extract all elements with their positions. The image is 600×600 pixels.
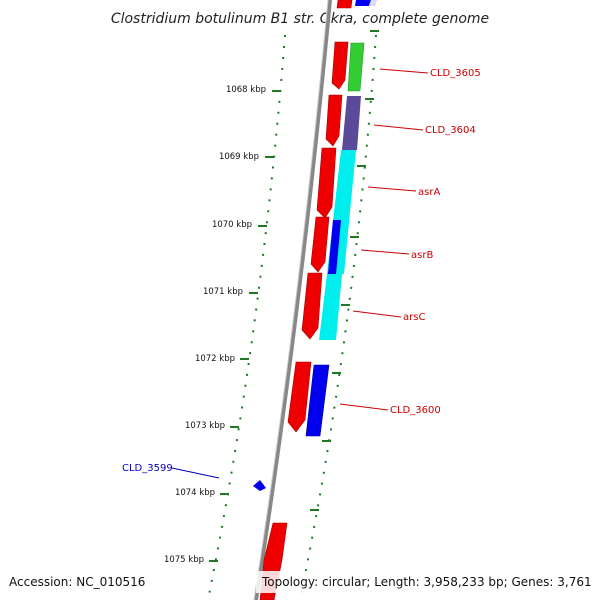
blue-feature[interactable] (305, 364, 330, 437)
gene-label[interactable]: CLD_3604 (425, 125, 476, 136)
cds-feature[interactable] (301, 272, 323, 340)
cds-feature[interactable] (325, 94, 343, 147)
gene-labels: CLD_3605 CLD_3604 asrA asrB arsC CLD_360… (122, 68, 481, 474)
accession-text: Accession: NC_010516 (9, 575, 145, 589)
feature-track (305, 0, 377, 437)
genome-backbone (253, 0, 332, 600)
kbp-label: 1071 kbp (203, 287, 243, 297)
cds-track (259, 0, 353, 600)
cds-feature[interactable] (336, 0, 353, 9)
lavender-feature[interactable] (369, 0, 377, 6)
cds-feature[interactable] (287, 361, 312, 433)
gene-label[interactable]: asrA (418, 187, 440, 198)
map-title: Clostridium botulinum B1 str. Okra, comp… (111, 11, 489, 27)
gene-label[interactable]: asrB (411, 250, 433, 261)
blue-feature[interactable] (355, 0, 371, 6)
kbp-label: 1073 kbp (185, 421, 225, 431)
gene-label[interactable]: CLD_3600 (390, 405, 441, 416)
label-leaders (171, 68, 429, 479)
cds-feature[interactable] (316, 147, 337, 219)
cds-feature[interactable] (331, 41, 349, 90)
kbp-label: 1069 kbp (219, 152, 259, 162)
cds-feature-small[interactable] (253, 480, 266, 491)
kbp-label: 1072 kbp (195, 354, 235, 364)
inner-dotted-ruler (207, 34, 286, 600)
blue-feature[interactable] (328, 220, 341, 274)
gene-label[interactable]: CLD_3599 (122, 463, 173, 474)
footer-backdrop (256, 571, 596, 593)
cds-feature[interactable] (310, 216, 330, 273)
kbp-label: 1074 kbp (175, 488, 215, 498)
purple-feature[interactable] (342, 96, 361, 150)
kbp-label: 1075 kbp (164, 555, 204, 565)
kbp-label: 1068 kbp (226, 85, 266, 95)
gene-label[interactable]: arsC (403, 312, 425, 323)
cyan-feature[interactable] (319, 274, 342, 340)
topology-text: Topology: circular; Length: 3,958,233 bp… (261, 575, 592, 589)
ruler-ticks (209, 30, 379, 562)
green-feature[interactable] (347, 42, 365, 92)
ruler-labels: 1068 kbp 1069 kbp 1070 kbp 1071 kbp 1072… (164, 85, 266, 565)
kbp-label: 1070 kbp (212, 220, 252, 230)
gene-label[interactable]: CLD_3605 (430, 68, 481, 79)
